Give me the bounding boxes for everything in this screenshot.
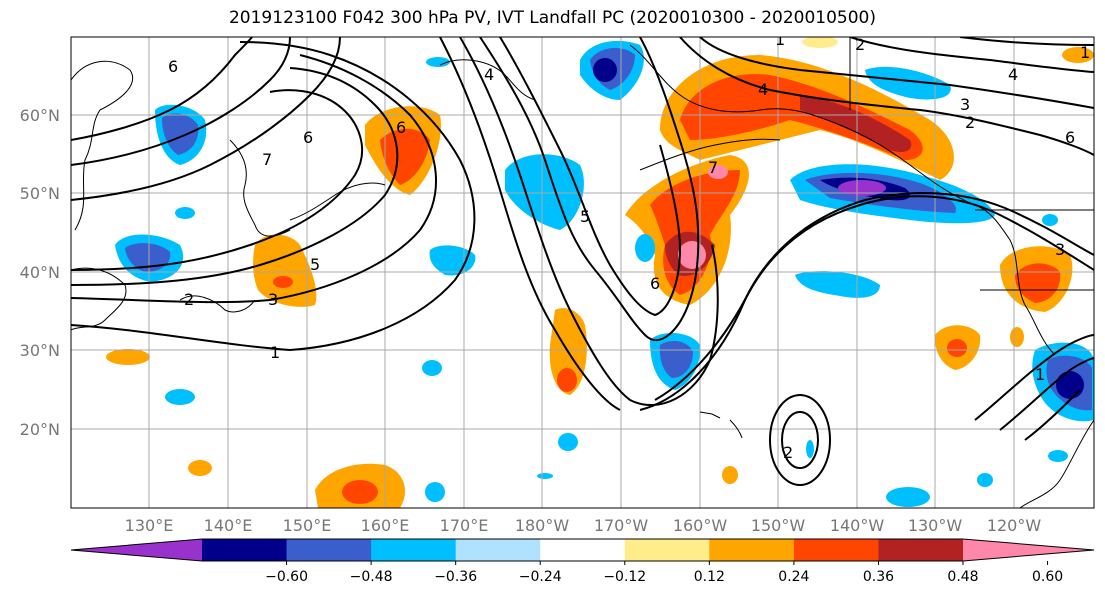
contour-label: 4	[758, 80, 768, 99]
contour-label: 4	[484, 65, 494, 84]
coastlines	[71, 37, 1094, 508]
lat-label: 50°N	[20, 184, 60, 203]
lat-label: 60°N	[20, 106, 60, 125]
colorbar-extend-min	[71, 539, 202, 561]
map-panel: 6 6 7 6 5 3 2 1 4 5 6 7 4 3 2 1 6 1 2 4 …	[71, 30, 1094, 508]
colorbar-segment	[624, 539, 710, 561]
colorbar-tick-label: 0.60	[1032, 569, 1063, 585]
colorbar-tick-label: 0.48	[947, 569, 978, 585]
colorbar-tick-label: −0.36	[434, 569, 477, 585]
lon-label: 170°W	[594, 516, 649, 535]
map-frame	[70, 36, 1095, 509]
contour-label: 6	[396, 118, 406, 137]
contour-label: 7	[262, 150, 272, 169]
colorbar-segment	[202, 539, 288, 561]
lon-label: 160°W	[673, 516, 728, 535]
colorbar-tick-label: −0.60	[265, 569, 308, 585]
lon-label: 180°W	[515, 516, 570, 535]
contour-label: 5	[580, 207, 590, 226]
colorbar-segment	[540, 539, 626, 561]
contour-label: 6	[650, 274, 660, 293]
lon-label: 170°E	[440, 516, 489, 535]
lon-label: 140°E	[204, 516, 253, 535]
lon-label: 130°W	[908, 516, 963, 535]
pv-contours	[71, 37, 1094, 486]
lat-label: 30°N	[20, 341, 60, 360]
contour-label: 5	[310, 255, 320, 274]
contour-label: 3	[268, 290, 278, 309]
contour-label: 2	[855, 35, 865, 54]
map-title: 2019123100 F042 300 hPa PV, IVT Landfall…	[228, 8, 876, 28]
colorbar-segment	[709, 539, 795, 561]
colorbar-extend-max	[963, 539, 1094, 561]
longitude-labels: 130°E 140°E 150°E 160°E 170°E 180°W 170°…	[125, 516, 1042, 535]
lon-label: 150°W	[751, 516, 806, 535]
lon-label: 150°E	[283, 516, 332, 535]
lon-label: 160°E	[361, 516, 410, 535]
lon-label: 120°W	[987, 516, 1042, 535]
colorbar-tick-label: −0.12	[603, 569, 646, 585]
latitude-labels: 60°N 50°N 40°N 30°N 20°N	[20, 106, 60, 439]
grid-lines	[71, 37, 1094, 508]
contour-labels: 6 6 7 6 5 3 2 1 4 5 6 7 4 3 2 1 6 1 2 4 …	[168, 30, 1090, 462]
contour-label: 2	[965, 113, 975, 132]
contour-label: 1	[775, 30, 785, 49]
contour-label: 6	[303, 128, 313, 147]
contour-label: 3	[960, 95, 970, 114]
contour-label: 3	[1055, 240, 1065, 259]
colorbar-segment	[793, 539, 879, 561]
colorbar-segment	[286, 539, 372, 561]
contour-label: 2	[783, 443, 793, 462]
shading-layer	[106, 37, 1094, 508]
colorbar-outline	[70, 538, 1095, 562]
contour-label: 1	[1080, 43, 1090, 62]
colorbar-segment	[371, 539, 457, 561]
colorbar-tick-label: −0.48	[350, 569, 393, 585]
colorbar-tick-label: 0.24	[778, 569, 809, 585]
colorbar-segment	[878, 539, 964, 561]
lat-label: 20°N	[20, 420, 60, 439]
colorbar-segment	[455, 539, 541, 561]
colorbar-tick-label: 0.36	[863, 569, 894, 585]
contour-label: 1	[1035, 365, 1045, 384]
contour-label: 4	[1008, 65, 1018, 84]
lat-label: 40°N	[20, 263, 60, 282]
colorbar-tick-label: −0.24	[519, 569, 562, 585]
contour-label: 1	[270, 343, 280, 362]
colorbar: −0.60 −0.48 −0.36 −0.24 −0.12 0.12 0.24 0.36 0.4…	[70, 538, 1095, 585]
contour-label: 7	[708, 158, 718, 177]
lon-label: 140°W	[830, 516, 885, 535]
colorbar-tick-label: 0.12	[694, 569, 725, 585]
lon-label: 130°E	[125, 516, 174, 535]
contour-label: 2	[184, 290, 194, 309]
contour-label: 6	[168, 57, 178, 76]
contour-label: 6	[1065, 128, 1075, 147]
